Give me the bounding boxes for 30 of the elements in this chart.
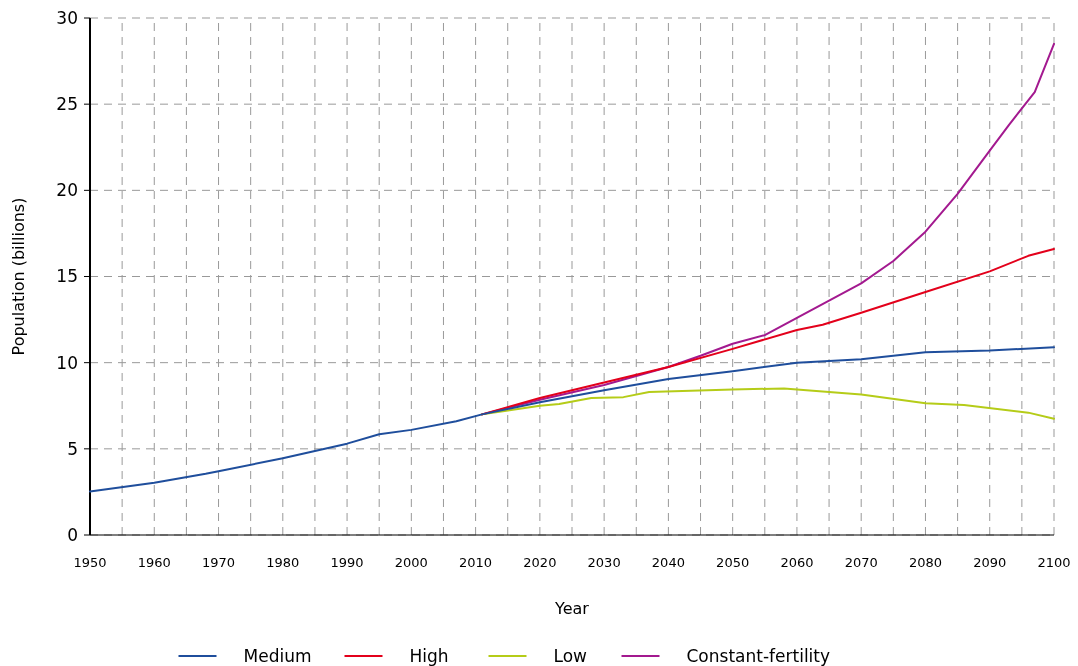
x-tick-label: 2050 bbox=[716, 555, 750, 570]
y-tick-label: 15 bbox=[56, 266, 78, 287]
y-tick-label: 10 bbox=[56, 352, 78, 373]
legend-label: Low bbox=[553, 646, 588, 666]
x-tick-label: 2030 bbox=[587, 555, 621, 570]
legend-label: Constant-fertility bbox=[686, 646, 831, 666]
x-tick-label: 2100 bbox=[1037, 555, 1071, 570]
x-tick-label: 1980 bbox=[266, 555, 300, 570]
x-axis-title: Year bbox=[554, 599, 590, 618]
line-series bbox=[89, 346, 1055, 493]
x-tick-label: 2080 bbox=[908, 555, 943, 570]
x-tick-label: 2070 bbox=[844, 555, 878, 570]
x-tick-label: 2010 bbox=[459, 555, 493, 570]
x-tick-label: 1950 bbox=[73, 555, 107, 570]
x-tick-label: 2040 bbox=[651, 555, 685, 570]
x-tick-label: 2020 bbox=[523, 555, 557, 570]
y-tick-label: 20 bbox=[56, 180, 78, 201]
y-axis-title: Population (billions) bbox=[9, 197, 28, 356]
y-tick-label: 0 bbox=[67, 524, 78, 545]
x-tick-label: 2000 bbox=[394, 555, 428, 570]
y-tick-label: 25 bbox=[56, 94, 78, 115]
x-tick-label: 2090 bbox=[973, 555, 1007, 570]
x-tick-label: 1960 bbox=[137, 555, 171, 570]
legend-label: Medium bbox=[243, 646, 312, 666]
y-tick-label: 30 bbox=[56, 7, 78, 28]
legend-label: High bbox=[409, 646, 449, 666]
x-tick-label: 1970 bbox=[201, 555, 236, 570]
x-tick-label: 2060 bbox=[780, 555, 814, 570]
x-tick-label: 1990 bbox=[330, 555, 364, 570]
y-tick-label: 5 bbox=[67, 438, 78, 459]
